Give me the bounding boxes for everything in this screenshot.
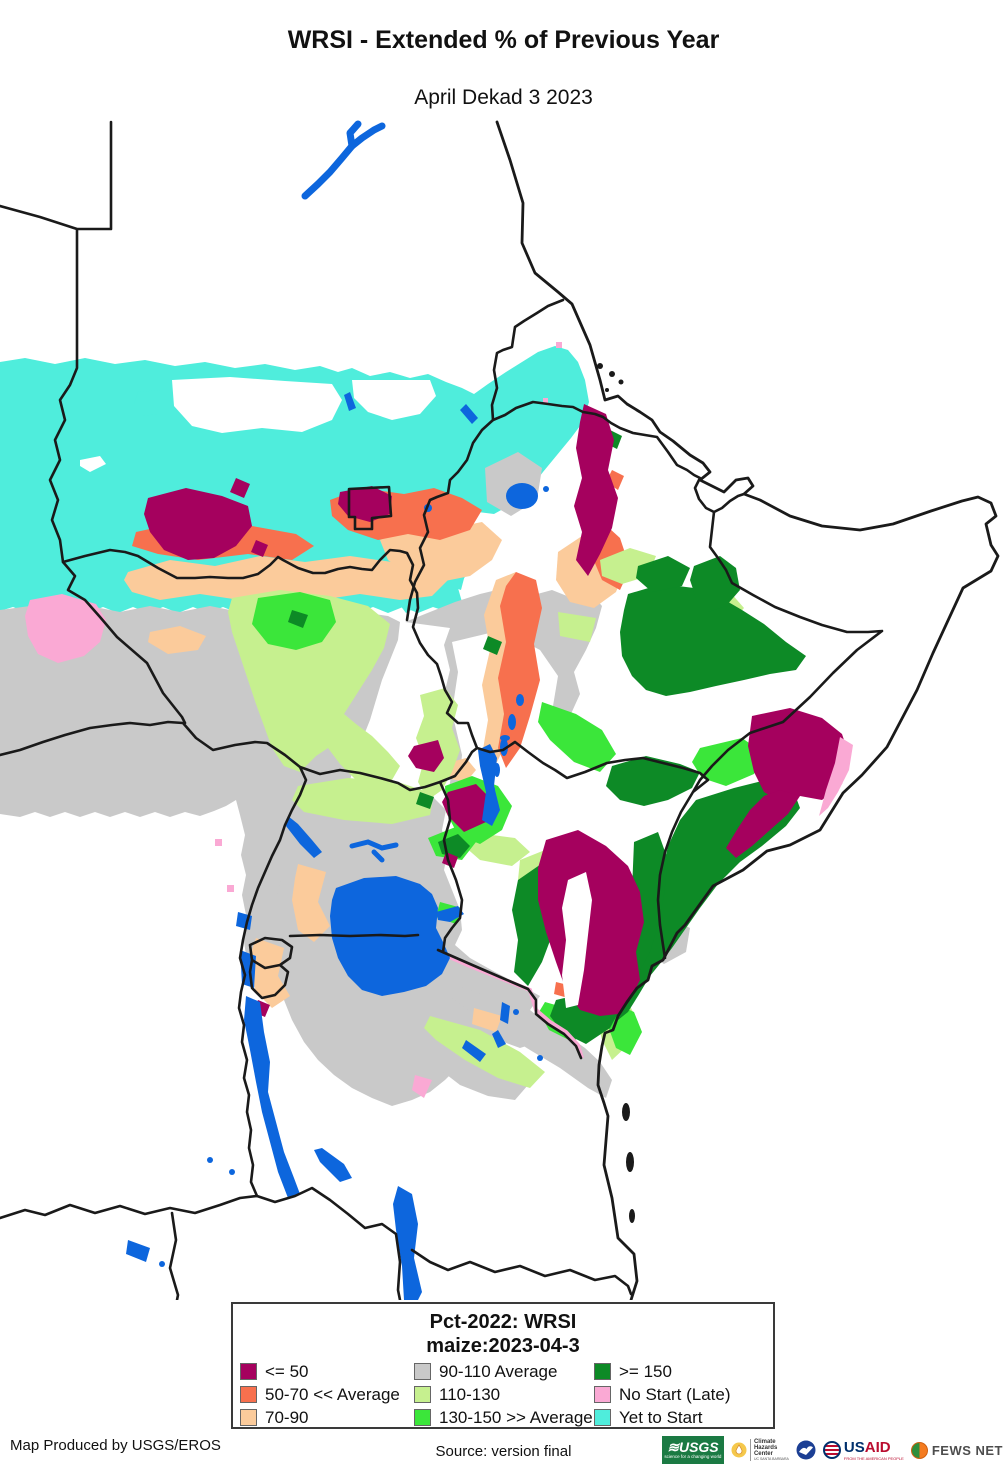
legend-item: 50-70 << Average [240, 1383, 400, 1406]
usgs-logo-text: USGS [678, 1439, 719, 1456]
country-borders [0, 120, 884, 1300]
legend-column-3: >= 150 No Start (Late) Yet to Start [594, 1360, 731, 1429]
produced-by-text: Map Produced by USGS/EROS [10, 1437, 221, 1454]
source-text: Source: version final [435, 1443, 572, 1460]
islands [597, 363, 635, 1223]
legend-item: <= 50 [240, 1360, 400, 1383]
water-drop-icon [731, 1442, 747, 1458]
fews-net-text: FEWS NET [931, 1442, 1003, 1458]
lake-kyoga [349, 839, 399, 863]
river-lake-nasser [301, 120, 386, 200]
noaa-logo [796, 1440, 816, 1460]
usaid-tagline: FROM THE AMERICAN PEOPLE [843, 1455, 904, 1461]
chc-text: Climate Hazards Center UC SANTA BARBARA [749, 1438, 789, 1462]
legend-swatch-70-90 [240, 1409, 257, 1426]
legend-label: 130-150 >> Average [439, 1407, 593, 1427]
legend-item: >= 150 [594, 1360, 731, 1383]
usgs-logo: ≋USGS science for a changing world [661, 1436, 724, 1464]
legend-swatch-lte-50 [240, 1363, 257, 1380]
usaid-us-text: US [843, 1438, 865, 1456]
legend-column-1: <= 50 50-70 << Average 70-90 [240, 1360, 400, 1429]
legend-label: 90-110 Average [439, 1361, 558, 1381]
legend-item: No Start (Late) [594, 1383, 731, 1406]
legend-item: 110-130 [414, 1383, 593, 1406]
legend-item: 90-110 Average [414, 1360, 593, 1383]
globe-icon [910, 1441, 928, 1459]
coastline [495, 120, 1000, 1300]
legend-title-line2: maize:2023-04-3 [426, 1335, 580, 1357]
footer-logos: ≋USGS science for a changing world Clima… [661, 1433, 1003, 1467]
wrsi-map [0, 120, 1000, 1300]
legend-swatch-130-150 [414, 1409, 431, 1426]
legend-column-2: 90-110 Average 110-130 130-150 >> Averag… [414, 1360, 593, 1429]
legend-swatch-90-110 [414, 1363, 431, 1380]
page-subtitle: April Dekad 3 2023 [414, 86, 593, 109]
region-no-data-kenya-gap [562, 872, 592, 1008]
page-title: WRSI - Extended % of Previous Year [287, 26, 720, 54]
legend-swatch-110-130 [414, 1386, 431, 1403]
legend-title-line1: Pct-2022: WRSI [429, 1311, 577, 1333]
legend-item: 70-90 [240, 1406, 400, 1429]
legend-label: Yet to Start [619, 1407, 703, 1427]
legend-label: >= 150 [619, 1361, 672, 1381]
legend-item: Yet to Start [594, 1406, 731, 1429]
region-no-data-notches [80, 377, 436, 472]
fews-net-logo: FEWS NET [910, 1441, 1003, 1459]
legend-item: 130-150 >> Average [414, 1406, 593, 1429]
legend-swatch-50-70 [240, 1386, 257, 1403]
usaid-aid-text: AID [864, 1438, 891, 1456]
usaid-logo: USAID FROM THE AMERICAN PEOPLE [822, 1438, 904, 1461]
legend-title: Pct-2022: WRSI maize:2023-04-3 [233, 1310, 773, 1358]
usaid-seal-icon [822, 1441, 841, 1459]
legend-swatch-yet-to-start [594, 1409, 611, 1426]
legend-swatch-gte-150 [594, 1363, 611, 1380]
legend-label: 70-90 [265, 1407, 309, 1427]
legend-label: No Start (Late) [619, 1384, 731, 1404]
legend-label: 110-130 [439, 1384, 501, 1404]
region-no-start [25, 342, 853, 1098]
legend-label: <= 50 [265, 1361, 309, 1381]
legend-label: 50-70 << Average [265, 1384, 400, 1404]
legend-swatch-no-start [594, 1386, 611, 1403]
wave-icon: ≋ [667, 1439, 679, 1456]
map-legend: Pct-2022: WRSI maize:2023-04-3 <= 50 50-… [231, 1302, 775, 1429]
climate-hazards-center-logo: Climate Hazards Center UC SANTA BARBARA [731, 1438, 789, 1462]
usgs-tagline: science for a changing world [664, 1454, 722, 1460]
